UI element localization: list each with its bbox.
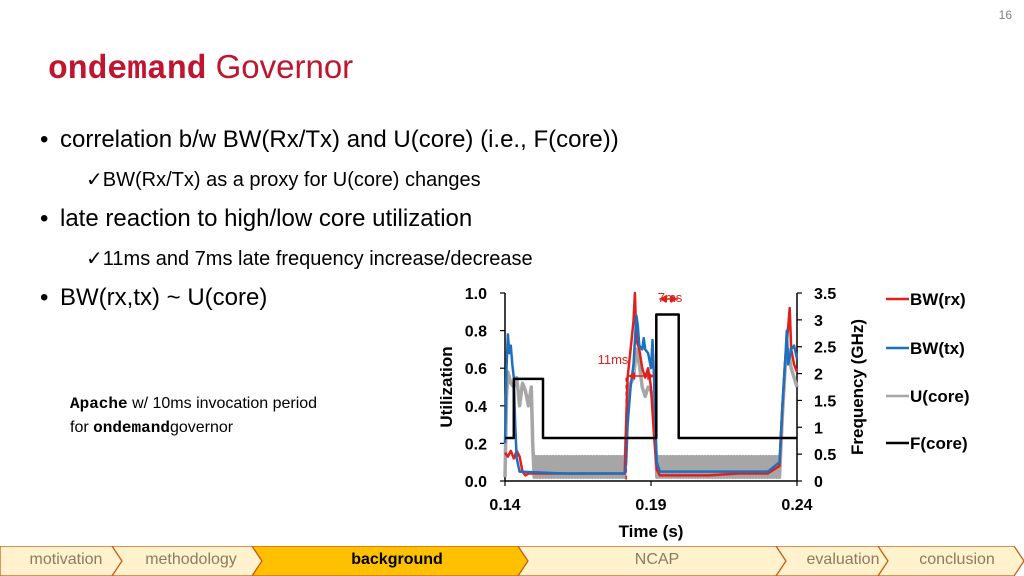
legend-label: BW(tx) — [910, 339, 965, 358]
annotation-7ms-arrowhead-left — [659, 295, 667, 303]
y-tick-label-left: 0.6 — [465, 361, 487, 378]
sub-bullet-2: ✓11ms and 7ms late frequency increase/de… — [86, 246, 533, 271]
y-tick-label-left: 0.0 — [465, 474, 487, 491]
annotation-7ms-arrowhead-right — [670, 295, 678, 303]
nav-chevron[interactable] — [775, 546, 889, 576]
page-number: 16 — [998, 8, 1012, 22]
nav-item-motivation[interactable]: motivation — [29, 551, 103, 568]
legend-label: BW(rx) — [910, 290, 966, 309]
note-governor: governor — [169, 419, 234, 436]
bullet-dot: • — [40, 284, 49, 311]
y-tick-label-left: 1.0 — [465, 286, 487, 303]
sub-bullet-text: 11ms and 7ms late frequency increase/dec… — [102, 248, 533, 270]
bullet-text: BW(rx,tx) ~ U(core) — [60, 284, 268, 311]
y-tick-label-left: 0.8 — [465, 324, 487, 341]
nav-item-conclusion[interactable]: conclusion — [919, 551, 995, 568]
nav-item-background[interactable]: background — [351, 551, 443, 568]
y-tick-label-right: 3 — [814, 313, 823, 330]
y-tick-label-right: 2 — [814, 367, 823, 384]
y-tick-label-right: 0 — [814, 474, 823, 491]
y-tick-label-right: 1 — [814, 420, 823, 437]
y-axis-label-right: Frequency (GHz) — [848, 319, 867, 455]
annotation-11ms-label: 11ms — [598, 352, 629, 367]
check-icon: ✓ — [86, 248, 103, 270]
apache-note: Apache w/ 10ms invocation period for ond… — [70, 392, 317, 440]
section-nav — [0, 546, 1024, 576]
x-tick-label: 0.14 — [489, 497, 520, 514]
y-tick-label-right: 0.5 — [814, 447, 836, 464]
nav-item-evaluation[interactable]: evaluation — [806, 551, 880, 568]
utilization-frequency-chart: 0.0 0.2 0.4 0.6 0.8 1.0 0 0.5 1 1.5 2 2.5 3 3.5 0.14 0.… — [437, 286, 970, 541]
note-line1: w/ 10ms invocation period — [132, 395, 318, 412]
series-line-bwrx — [504, 291, 799, 477]
legend-label: F(core) — [910, 434, 968, 453]
note-for: for — [70, 419, 89, 436]
bullet-dot: • — [40, 126, 49, 153]
annotation-7ms-label: 7ms — [658, 290, 683, 305]
bullet-1: • correlation b/w BW(Rx/Tx) and U(core) (… — [40, 126, 619, 154]
sub-bullet-1: ✓BW(Rx/Tx) as a proxy for U(core) change… — [86, 167, 481, 192]
legend-label: U(core) — [910, 387, 970, 406]
annotation-11ms-arrowhead-right — [647, 372, 655, 380]
y-tick-label-right: 3.5 — [814, 286, 836, 303]
sub-bullet-text: BW(Rx/Tx) as a proxy for U(core) changes — [102, 169, 481, 191]
y-tick-label-right: 1.5 — [814, 393, 836, 410]
page-title: ondemand Governor — [48, 48, 353, 88]
y-tick-label-left: 0.2 — [465, 436, 487, 453]
note-apache: Apache — [70, 395, 128, 413]
title-mono: ondemand — [48, 51, 207, 88]
y-tick-label-right: 2.5 — [814, 340, 836, 357]
title-rest: Governor — [215, 48, 354, 85]
note-ondemand: ondemand — [93, 419, 170, 437]
bullet-2: • late reaction to high/low core utilizat… — [40, 205, 472, 233]
x-tick-label: 0.24 — [781, 497, 812, 514]
bullet-dot: • — [40, 205, 49, 232]
x-tick-label: 0.19 — [635, 497, 666, 514]
y-tick-label-left: 0.4 — [465, 399, 487, 416]
nav-item-methodology[interactable]: methodology — [145, 551, 237, 568]
bullet-text: correlation b/w BW(Rx/Tx) and U(core) (i… — [60, 126, 619, 153]
bullet-text: late reaction to high/low core utilizati… — [60, 205, 473, 232]
annotation-11ms-arrowhead-left — [628, 372, 636, 380]
nav-chevron[interactable] — [111, 546, 263, 576]
y-axis-label-left: Utilization — [437, 346, 456, 427]
nav-chevron[interactable] — [517, 546, 787, 576]
nav-chevrons — [0, 546, 1024, 576]
x-axis-label: Time (s) — [619, 522, 684, 541]
bullet-3: • BW(rx,tx) ~ U(core) — [40, 284, 267, 312]
nav-item-ncap[interactable]: NCAP — [634, 551, 680, 568]
nav-chevron[interactable] — [877, 546, 1024, 576]
check-icon: ✓ — [86, 169, 103, 191]
series-line-fcore — [505, 313, 797, 440]
nav-chevron[interactable] — [251, 546, 529, 576]
